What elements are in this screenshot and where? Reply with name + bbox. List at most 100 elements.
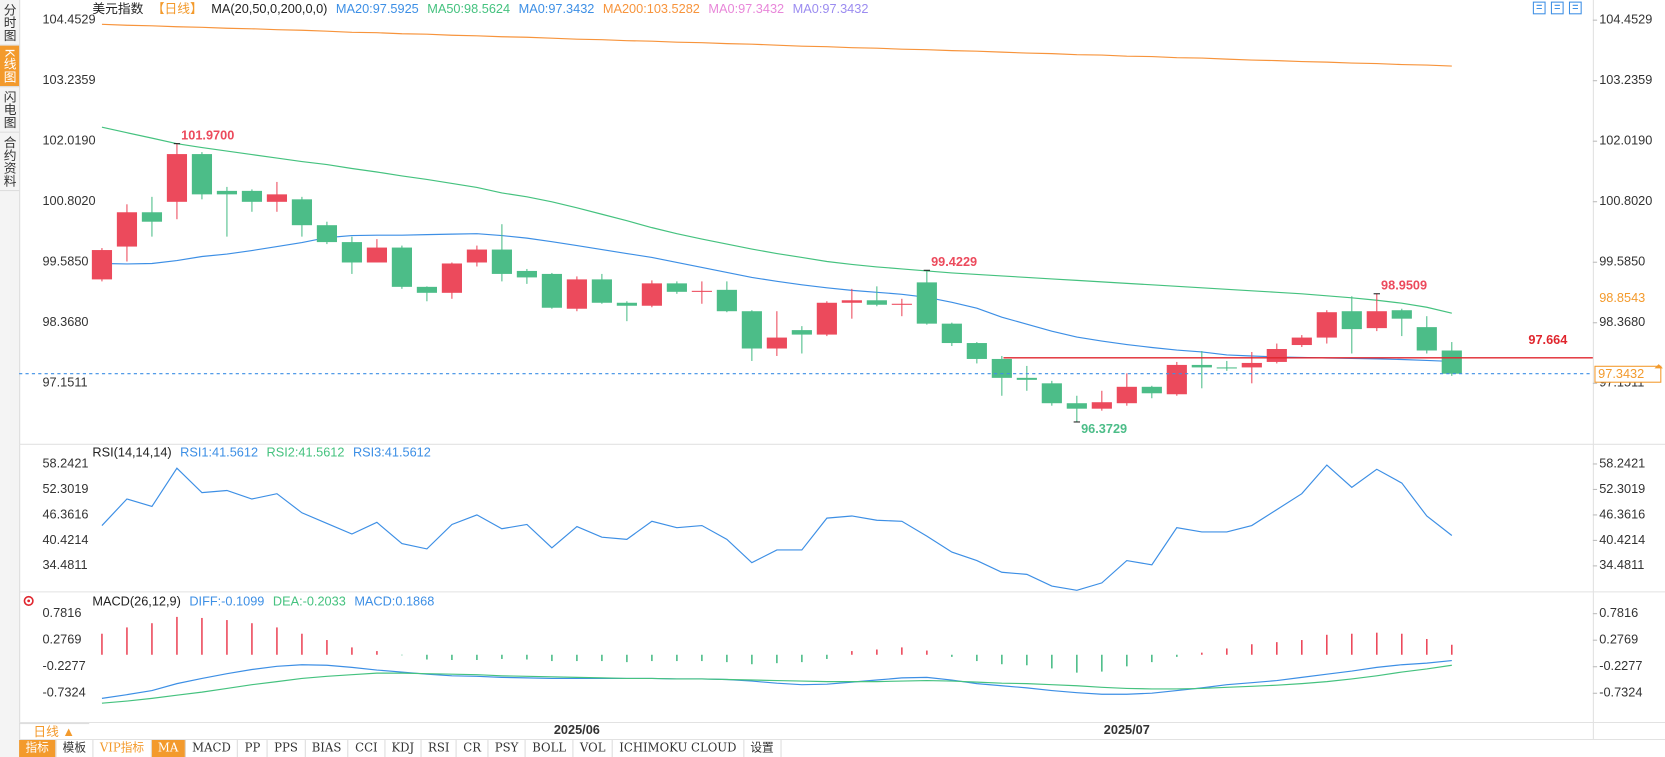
legend-entry: MA200:103.5282 <box>603 1 700 16</box>
legend-entry: MA20:97.5925 <box>336 1 419 16</box>
candle-body <box>691 290 712 292</box>
period-selector[interactable]: 日线 ▲ <box>19 723 90 740</box>
indicator-toolbar: 指标 模板 VIP指标 MA MACD PP PPS BIAS CCI KDJ RSI CR PSY BO… <box>19 740 782 757</box>
y-tick-label-right: 102.0190 <box>1599 133 1652 148</box>
sidebar-tab[interactable]: 合约资料 <box>0 133 20 192</box>
indicator-line <box>101 126 1452 314</box>
candle-body <box>1216 367 1237 369</box>
y-tick-label-right: 46.3616 <box>1599 506 1645 521</box>
candle-body <box>1291 337 1312 346</box>
candle-body <box>166 154 188 202</box>
toolbar-item[interactable]: 设置 <box>744 740 782 757</box>
candle-body <box>1091 402 1112 409</box>
candle-body <box>516 270 537 278</box>
candle-body <box>1391 310 1412 319</box>
toolbar-item[interactable]: CCI <box>349 740 386 757</box>
candle-body <box>966 343 987 359</box>
toolbar-item[interactable]: MACD <box>186 740 239 757</box>
candle-body <box>991 358 1012 378</box>
toolbar-item[interactable]: BOLL <box>526 740 574 757</box>
indicator-line <box>101 660 1452 699</box>
indicator-line <box>101 664 1452 704</box>
candle-body <box>1441 350 1462 374</box>
y-tick-label-left: 34.4811 <box>42 557 87 572</box>
toolbar-item[interactable]: 模板 <box>56 740 94 757</box>
candle-body <box>141 212 163 222</box>
candle-body <box>741 311 762 349</box>
y-tick-label-left: 0.2769 <box>42 632 81 647</box>
legend-entry: MA0:97.3432 <box>708 1 784 16</box>
legend-entry: RSI3:41.5612 <box>353 445 431 460</box>
toolbar-item[interactable]: VIP指标 <box>93 740 152 757</box>
candle-body <box>566 279 587 309</box>
candle-body <box>466 249 487 263</box>
indicator-line <box>101 464 1453 591</box>
y-tick-label-left: 100.8020 <box>42 193 95 208</box>
toolbar-item[interactable]: KDJ <box>385 740 422 757</box>
legend-entry: RSI1:41.5612 <box>180 445 258 460</box>
candle-body <box>891 303 912 305</box>
sidebar-tab[interactable]: 闪电图 <box>0 87 20 133</box>
x-tick-label: 2025/07 <box>1104 722 1150 737</box>
y-tick-label-left: 97.1511 <box>42 375 87 390</box>
y-tick-label-right: 99.5850 <box>1599 254 1645 269</box>
indicator-title: MACD(26,12,9) <box>92 593 180 608</box>
level-label: 97.664 <box>1528 332 1568 347</box>
y-tick-label-right: 98.3680 <box>1599 314 1645 329</box>
y-tick-label-left: 46.3616 <box>42 506 88 521</box>
sidebar-tab[interactable]: 分时图 <box>0 0 20 46</box>
toolbar-item[interactable]: BIAS <box>305 740 349 757</box>
candle-body <box>366 247 387 263</box>
toolbar-item[interactable]: MA <box>151 740 186 757</box>
toolbar-item[interactable]: 指标 <box>19 740 57 757</box>
legend-entry: DEA:-0.2033 <box>273 593 346 608</box>
toolbar-item[interactable]: PP <box>238 740 268 757</box>
last-price-label: 97.3432 <box>1598 366 1644 381</box>
candle-body <box>1191 364 1212 368</box>
toolbar-icons[interactable] <box>1532 1 1582 15</box>
y-tick-label-right: 104.4529 <box>1599 12 1652 27</box>
y-tick-label-left: 52.3019 <box>42 481 88 496</box>
candle-body <box>941 323 962 344</box>
y-tick-label-left: 104.4529 <box>42 12 95 27</box>
candle-body <box>1341 311 1362 330</box>
period-label: 【日线】 <box>152 1 203 16</box>
candle-body <box>616 302 637 306</box>
sidebar-tab[interactable]: K线图 <box>0 45 20 88</box>
legend-entry: MA50:98.5624 <box>427 1 510 16</box>
candle-body <box>866 300 887 305</box>
toolbar-item[interactable]: PPS <box>268 740 306 757</box>
y-tick-label-left: 98.3680 <box>42 314 88 329</box>
candle-body <box>1116 386 1137 404</box>
y-tick-label-right: 100.8020 <box>1599 193 1652 208</box>
candle-body <box>1241 362 1262 368</box>
toolbar-item[interactable]: RSI <box>422 740 457 757</box>
candle-body <box>491 249 512 274</box>
y-tick-label-left: 102.0190 <box>42 133 95 148</box>
indicator-line <box>101 23 1452 67</box>
candle-body <box>441 263 462 293</box>
toolbar-item[interactable]: ICHIMOKU CLOUD <box>613 740 744 757</box>
toolbar-item[interactable]: PSY <box>488 740 526 757</box>
candle-body <box>666 283 687 292</box>
y-tick-label-left: -0.2277 <box>42 658 85 673</box>
right-marker-label: 98.8543 <box>1599 290 1645 305</box>
settings-icon[interactable] <box>23 595 34 606</box>
candle-body <box>766 337 787 349</box>
y-tick-label-right: 58.2421 <box>1599 455 1645 470</box>
candle-body <box>316 225 338 243</box>
toolbar-item[interactable]: VOL <box>574 740 613 757</box>
y-tick-label-left: 0.7816 <box>42 605 81 620</box>
candle-body <box>1141 386 1162 394</box>
toolbar-item[interactable]: CR <box>457 740 489 757</box>
annotation-label: 98.9509 <box>1381 278 1427 293</box>
candle-body <box>591 279 612 303</box>
candle-body <box>341 242 363 263</box>
candle-body <box>116 212 138 247</box>
y-tick-label-left: -0.7324 <box>42 685 85 700</box>
candle-body <box>641 283 662 306</box>
candle-body <box>541 273 562 308</box>
candle-body <box>1041 383 1062 404</box>
